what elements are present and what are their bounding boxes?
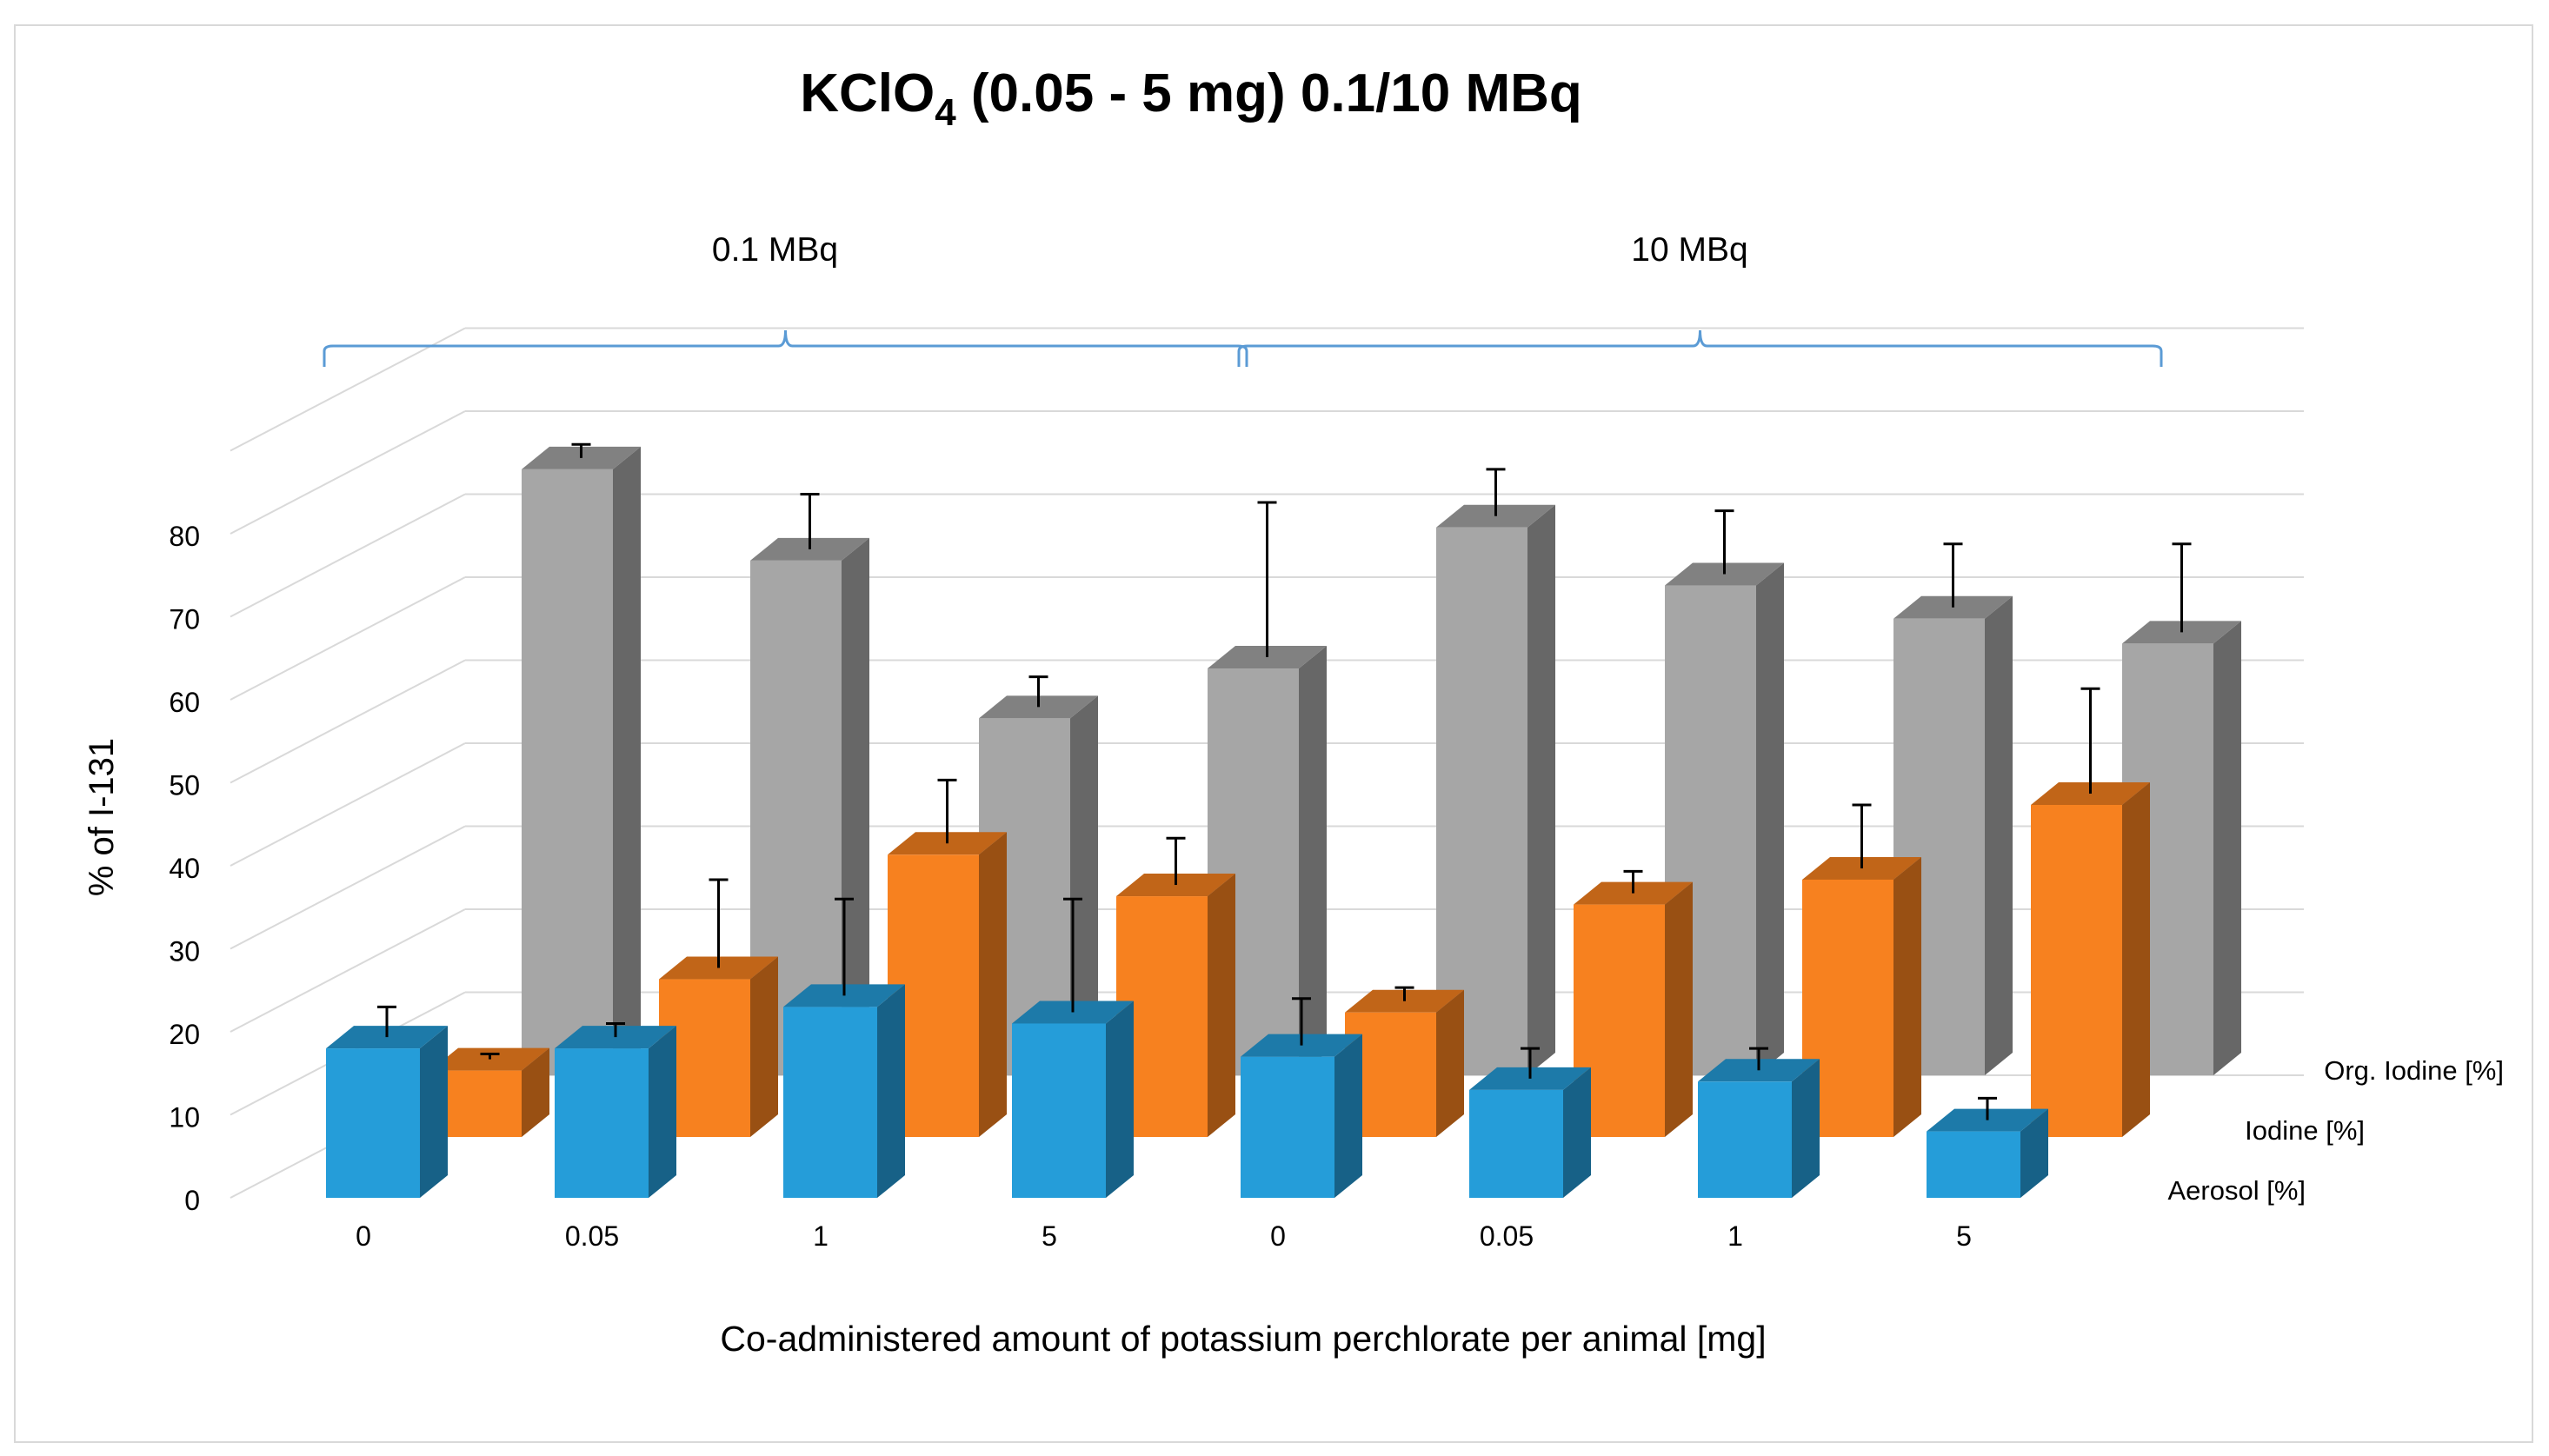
y-tick-label: 40 bbox=[169, 853, 200, 884]
bar-front bbox=[1012, 1023, 1106, 1198]
bar-side bbox=[613, 446, 641, 1075]
x-tick-label: 0.05 bbox=[565, 1220, 619, 1252]
bar-side bbox=[1334, 1034, 1362, 1198]
bar bbox=[659, 878, 778, 1137]
x-tick-label: 0 bbox=[356, 1220, 371, 1252]
chart-title-main: KClO bbox=[800, 63, 935, 123]
x-tick-label: 5 bbox=[1042, 1220, 1057, 1252]
series-label: Iodine [%] bbox=[2245, 1115, 2365, 1146]
bar-side bbox=[877, 984, 905, 1198]
chart-title-subscript: 4 bbox=[935, 91, 956, 134]
bar-side bbox=[522, 1047, 549, 1137]
bar-front bbox=[1241, 1056, 1334, 1198]
y-tick-label: 70 bbox=[169, 604, 200, 635]
y-tick-label: 50 bbox=[169, 770, 200, 801]
bar-side bbox=[2122, 782, 2150, 1137]
bar bbox=[522, 442, 641, 1075]
bar bbox=[1012, 897, 1134, 1198]
chart-title: KClO4 (0.05 - 5 mg) 0.1/10 MBq bbox=[800, 63, 1582, 134]
bars bbox=[326, 442, 2241, 1198]
y-tick-label: 80 bbox=[169, 521, 200, 552]
x-tick-label: 0.05 bbox=[1480, 1220, 1534, 1252]
bar-top bbox=[1116, 874, 1235, 897]
x-tick-label: 1 bbox=[813, 1220, 829, 1252]
gridline-diagonal bbox=[230, 659, 466, 784]
bar bbox=[1345, 986, 1464, 1137]
gridline-diagonal bbox=[230, 410, 466, 535]
bar-side bbox=[1665, 881, 1693, 1137]
bar bbox=[1927, 1096, 2048, 1198]
bar-side bbox=[1893, 856, 1921, 1137]
bar bbox=[555, 1021, 676, 1198]
gridline-diagonal bbox=[230, 908, 466, 1033]
bar-side bbox=[1527, 504, 1555, 1075]
bar-front bbox=[326, 1048, 420, 1198]
bar bbox=[1116, 836, 1235, 1137]
gridline-diagonal bbox=[230, 742, 466, 867]
series-label: Org. Iodine [%] bbox=[2324, 1055, 2504, 1086]
series-label: Aerosol [%] bbox=[2167, 1175, 2306, 1206]
x-axis-label: Co-administered amount of potassium perc… bbox=[720, 1319, 1766, 1359]
x-tick-label: 0 bbox=[1270, 1220, 1286, 1252]
bar bbox=[1574, 869, 1693, 1137]
y-tick-label: 30 bbox=[169, 936, 200, 967]
y-tick-label: 0 bbox=[184, 1185, 200, 1216]
bar-side bbox=[2213, 621, 2241, 1075]
gridline-diagonal bbox=[230, 327, 466, 452]
bar-side bbox=[420, 1026, 448, 1198]
bar bbox=[2031, 687, 2150, 1137]
group-brace bbox=[323, 329, 1248, 367]
bar bbox=[2122, 542, 2241, 1075]
bar bbox=[888, 778, 1007, 1137]
group-label: 0.1 MBq bbox=[712, 231, 838, 269]
bar bbox=[1469, 1047, 1591, 1198]
x-tick-label: 1 bbox=[1727, 1220, 1743, 1252]
bar bbox=[783, 897, 905, 1198]
bar-side bbox=[750, 956, 778, 1137]
bar bbox=[1436, 468, 1555, 1075]
bar-side bbox=[1756, 562, 1784, 1075]
bar bbox=[1698, 1047, 1820, 1198]
bar-front bbox=[1927, 1131, 2020, 1198]
gridline-diagonal bbox=[230, 576, 466, 701]
bar-side bbox=[1208, 874, 1235, 1137]
bar bbox=[430, 1047, 549, 1137]
y-axis-label: % of I-131 bbox=[83, 738, 121, 896]
gridline-diagonal bbox=[230, 493, 466, 618]
bar-front bbox=[1436, 527, 1527, 1075]
bar bbox=[1802, 803, 1921, 1137]
bar-side bbox=[1985, 595, 2013, 1075]
bar-side bbox=[1792, 1059, 1820, 1198]
bar-front bbox=[783, 1007, 877, 1198]
bar-front bbox=[1469, 1089, 1563, 1198]
bar-side bbox=[1436, 989, 1464, 1137]
y-tick-label: 60 bbox=[169, 687, 200, 718]
gridline-diagonal bbox=[230, 825, 466, 950]
bar-front bbox=[1698, 1081, 1792, 1198]
bar-front bbox=[555, 1048, 649, 1198]
x-tick-label: 5 bbox=[1956, 1220, 1972, 1252]
group-brace bbox=[1237, 329, 2163, 367]
group-label: 10 MBq bbox=[1631, 231, 1747, 269]
y-tick-label: 20 bbox=[169, 1019, 200, 1050]
bar bbox=[326, 1005, 448, 1198]
bar-side bbox=[842, 537, 869, 1075]
y-tick-label: 10 bbox=[169, 1102, 200, 1134]
bar-side bbox=[979, 832, 1007, 1137]
bar-side bbox=[649, 1026, 676, 1198]
bar-front bbox=[522, 469, 613, 1075]
bar-front bbox=[2031, 805, 2122, 1137]
bar bbox=[1208, 501, 1327, 1075]
bar-side bbox=[1299, 646, 1327, 1075]
chart-title-rest: (0.05 - 5 mg) 0.1/10 MBq bbox=[956, 63, 1582, 123]
bar-side bbox=[1106, 1001, 1134, 1198]
bar-side bbox=[2020, 1108, 2048, 1198]
bar-side bbox=[1563, 1067, 1591, 1198]
bar-side bbox=[1070, 695, 1098, 1075]
bar bbox=[1241, 997, 1362, 1198]
